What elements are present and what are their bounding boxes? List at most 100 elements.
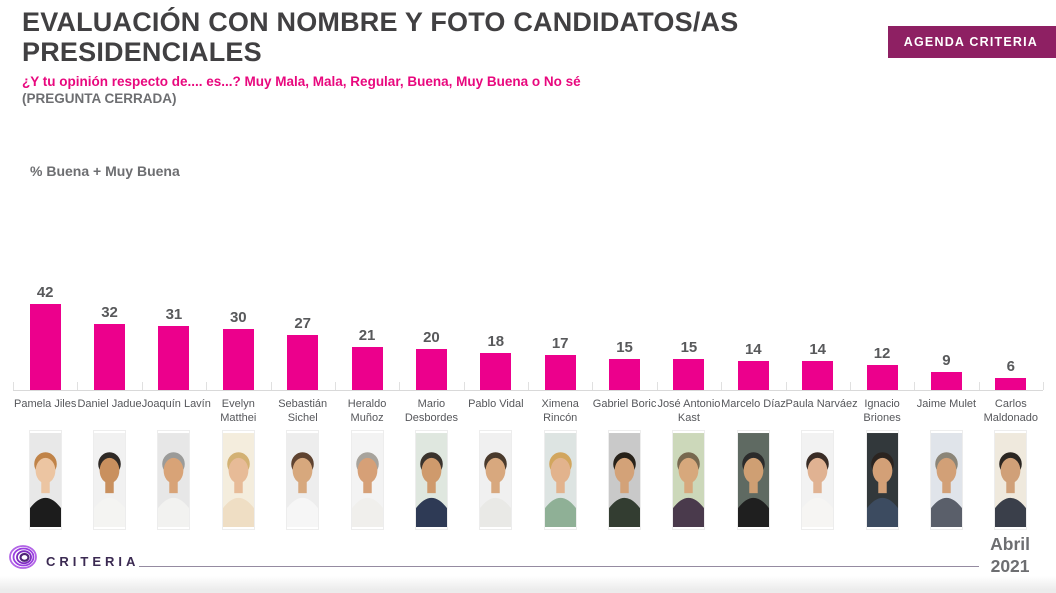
measure-label: % Buena + Muy Buena — [30, 163, 180, 179]
candidate-photo — [142, 430, 206, 530]
bar-column: 20 — [399, 278, 463, 390]
candidate-name: Mario Desbordes — [404, 398, 459, 424]
candidate-photo — [206, 430, 270, 530]
candidate-photo — [13, 430, 77, 530]
axis-tick — [399, 382, 401, 390]
bar — [94, 324, 126, 390]
bar-value-label: 15 — [616, 339, 633, 356]
bar — [609, 359, 641, 390]
bar — [995, 378, 1027, 390]
bar-value-label: 14 — [809, 341, 827, 358]
bar — [287, 335, 319, 390]
candidate-photo — [721, 430, 785, 530]
candidate-name: Marcelo Díaz — [721, 398, 786, 410]
axis-tick — [1043, 382, 1044, 390]
bar-value-label: 15 — [680, 339, 698, 356]
bar-value-label: 42 — [36, 284, 54, 301]
candidate-photos-row — [13, 430, 1043, 530]
x-axis-line — [13, 390, 1043, 391]
page-title-line2: PRESIDENCIALES — [22, 36, 262, 67]
question-type-label: (PREGUNTA CERRADA) — [22, 91, 177, 107]
bar — [222, 329, 254, 390]
bar-column: 6 — [979, 278, 1043, 390]
plot-area: 42 32 31 30 27 21 20 18 17 15 15 14 14 12 9 6 — [13, 278, 1044, 390]
bar-value-label: 12 — [873, 345, 891, 362]
bar-value-label: 30 — [229, 309, 247, 326]
candidate-photo — [786, 430, 850, 530]
bar-column: 15 — [592, 278, 656, 390]
axis-tick — [270, 382, 272, 390]
candidate-photo — [979, 430, 1043, 530]
candidate-name: Ximena Rincón — [541, 398, 579, 424]
bar-value-label: 27 — [294, 315, 312, 332]
bar-column: 30 — [206, 278, 270, 390]
agenda-criteria-badge: AGENDA CRITERIA — [887, 26, 1056, 58]
bar-value-label: 31 — [165, 306, 183, 323]
bar-column: 9 — [914, 278, 978, 390]
candidate-photo — [399, 430, 463, 530]
axis-tick — [978, 382, 980, 390]
bar-value-label: 17 — [551, 335, 569, 352]
bar — [737, 361, 769, 390]
bar-column: 15 — [657, 278, 721, 390]
bar-value-label: 21 — [358, 327, 376, 344]
candidate-name: Daniel Jadue — [77, 398, 142, 410]
candidate-name: Pamela Jiles — [14, 398, 77, 410]
candidate-name: Carlos Maldonado — [983, 398, 1039, 424]
candidate-name: Heraldo Muñoz — [347, 398, 387, 424]
question-text: ¿Y tu opinión respecto de.... es...? Muy… — [22, 74, 581, 90]
bar — [158, 326, 190, 390]
candidate-photo — [528, 430, 592, 530]
candidate-name: Joaquín Lavín — [141, 398, 211, 410]
candidate-photo — [657, 430, 721, 530]
bar-column: 17 — [528, 278, 592, 390]
axis-tick — [463, 382, 465, 390]
page-title: EVALUACIÓN CON NOMBRE Y FOTO CANDIDATOS/… — [22, 7, 912, 67]
page-title-line1: EVALUACIÓN CON NOMBRE Y FOTO CANDIDATOS/… — [22, 7, 739, 37]
candidate-photo — [271, 430, 335, 530]
axis-tick — [721, 382, 723, 390]
axis-tick — [206, 382, 208, 390]
axis-tick — [141, 382, 143, 390]
bar-value-label: 32 — [101, 304, 118, 321]
axis-tick — [785, 382, 787, 390]
bottom-shade — [0, 576, 1056, 593]
bar — [930, 372, 962, 390]
bar-column: 31 — [142, 278, 206, 390]
bar-column: 14 — [786, 278, 850, 390]
bar-column: 18 — [464, 278, 528, 390]
axis-tick — [914, 382, 916, 390]
candidate-photo — [464, 430, 528, 530]
bar — [866, 365, 898, 390]
bar — [480, 353, 512, 390]
axis-tick — [849, 382, 851, 390]
bar-column: 32 — [77, 278, 141, 390]
bar-value-label: 9 — [942, 352, 951, 369]
bar — [415, 349, 447, 390]
bar — [351, 347, 383, 390]
footer: CRITERIA — [8, 542, 980, 572]
bar-column: 12 — [850, 278, 914, 390]
date-label: Abril 2021 — [990, 534, 1030, 578]
axis-tick — [77, 382, 79, 390]
category-labels-row: Pamela Jiles Daniel Jadue Joaquín Lavín Eve… — [13, 391, 1043, 427]
bar — [29, 304, 61, 390]
axis-tick — [592, 382, 594, 390]
bar-column: 42 — [13, 278, 77, 390]
candidate-name: Gabriel Boric — [592, 398, 657, 410]
axis-tick — [334, 382, 336, 390]
bar-column: 14 — [721, 278, 785, 390]
axis-tick — [528, 382, 529, 390]
bar — [544, 355, 576, 390]
bar-column: 27 — [271, 278, 335, 390]
bar — [673, 359, 705, 390]
bar-value-label: 18 — [487, 333, 505, 350]
candidate-photo — [335, 430, 399, 530]
date-year: 2021 — [990, 555, 1030, 576]
bar-chart: 42 32 31 30 27 21 20 18 17 15 15 14 14 12 9 6 Pamela Ji… — [13, 278, 1044, 530]
candidate-name: Ignacio Briones — [863, 398, 901, 424]
candidate-photo — [592, 430, 656, 530]
candidate-name: Pablo Vidal — [468, 398, 524, 410]
footer-rule — [139, 566, 980, 567]
